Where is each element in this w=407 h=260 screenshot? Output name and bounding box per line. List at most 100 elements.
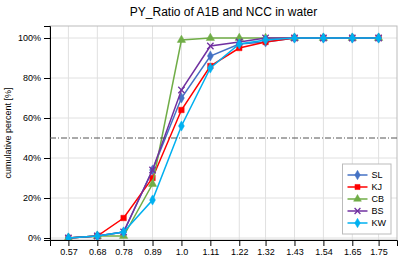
- x-tick-mark: [239, 240, 240, 246]
- legend-marker: [355, 170, 360, 179]
- series-marker: [178, 87, 184, 93]
- series-marker: [65, 233, 71, 240]
- legend-entry: SL: [348, 170, 383, 180]
- marks: [50, 33, 397, 240]
- series-marker: [178, 121, 184, 131]
- y-tick: 20%: [23, 193, 50, 203]
- y-tick-label: 20%: [23, 193, 41, 203]
- series-marker: [292, 33, 298, 43]
- series-marker: [207, 63, 213, 73]
- x-tick-label: 0.78: [115, 247, 133, 257]
- x-tick-label: 1.54: [315, 247, 333, 257]
- y-tick-mark: [44, 238, 50, 239]
- series-marker: [236, 39, 242, 49]
- series-marker: [148, 179, 156, 186]
- series-marker: [150, 195, 156, 205]
- x-tick-mark: [68, 240, 69, 246]
- legend-label: BS: [372, 206, 384, 216]
- legend-marker: [355, 184, 360, 189]
- legend-entry: KW: [348, 218, 387, 228]
- legend-label: KJ: [372, 182, 383, 192]
- legend-entry: BS: [348, 206, 384, 216]
- grid-line-x: [294, 26, 295, 240]
- grid-line-x: [265, 26, 266, 240]
- x-tick-mark: [210, 240, 211, 246]
- series-marker: [320, 33, 326, 43]
- legend-marker: [355, 208, 361, 214]
- series-marker: [376, 33, 382, 43]
- grid-line-x: [68, 26, 69, 240]
- series-marker: [94, 231, 100, 240]
- legend-entry: CB: [348, 194, 385, 204]
- x-tick: 0.89: [144, 240, 162, 257]
- grid-line-x: [123, 26, 124, 240]
- x-tick-mark: [97, 240, 98, 246]
- x-axis-line: [51, 241, 398, 247]
- y-tick-mark: [44, 38, 50, 39]
- y-tick: 0%: [28, 233, 50, 243]
- series: [65, 33, 381, 240]
- y-axis-title: cumulative percent [%]: [3, 87, 13, 178]
- series-marker: [149, 167, 155, 173]
- series-marker: [179, 107, 184, 112]
- series-marker: [121, 215, 126, 220]
- x-tick-label: 0.57: [60, 247, 78, 257]
- x-tick: 1.11: [202, 240, 219, 257]
- x-tick-label: 1.22: [231, 247, 249, 257]
- grid-line-y: [50, 118, 397, 119]
- y-tick-label: 80%: [23, 73, 41, 83]
- y-tick-label: 40%: [23, 153, 41, 163]
- series-marker: [206, 33, 214, 40]
- grid-line-x: [152, 26, 153, 240]
- series-marker: [349, 33, 355, 43]
- plot-frame: [50, 26, 397, 240]
- x-tick-label: 1.32: [257, 247, 275, 257]
- legend-label: KW: [372, 218, 387, 228]
- y-tick: 80%: [23, 73, 50, 83]
- x-tick-mark: [153, 240, 154, 246]
- x-tick: 0.57: [60, 240, 78, 257]
- chart: 0.57 0.68 0.78 0.89 1.0 1.11 1.22 1.32 1.43 1.54 1…: [0, 0, 407, 260]
- x-tick: 1.22: [231, 240, 249, 257]
- y-tick-mark: [44, 78, 50, 79]
- y-axis-line: [44, 27, 51, 241]
- x-tick-label: 1.65: [344, 247, 362, 257]
- x-tick-label: 1.75: [370, 247, 388, 257]
- y-tick-label: 0%: [28, 233, 41, 243]
- series-marker: [320, 33, 326, 43]
- x-tick-label: 1.43: [286, 247, 304, 257]
- grid-line-y: [50, 78, 397, 79]
- y-tick-label: 100%: [18, 33, 41, 43]
- grid: [50, 26, 397, 240]
- y-tick-mark: [44, 118, 50, 119]
- grid-line-y: [50, 158, 397, 159]
- x-tick: 1.65: [344, 240, 362, 257]
- x-tick-mark: [379, 240, 380, 246]
- legend-box: [343, 164, 392, 234]
- legend-entry: KJ: [348, 182, 383, 192]
- series-marker: [207, 43, 213, 49]
- x-tick-mark: [323, 240, 324, 246]
- series-marker: [94, 231, 100, 240]
- legend-marker: [355, 218, 360, 227]
- x-tick: 1.0: [176, 240, 189, 257]
- grid-line-x: [323, 26, 324, 240]
- legend-label: SL: [372, 170, 383, 180]
- x-tick-label: 1.0: [176, 247, 189, 257]
- title: PY_Ratio of A1B and NCC in water: [130, 5, 317, 19]
- legend: SL KJ CB BS KW: [343, 164, 392, 234]
- x-tick-label: 1.11: [202, 247, 219, 257]
- grid-line-x: [97, 26, 98, 240]
- x-tick: 1.32: [257, 240, 275, 257]
- series: [65, 35, 382, 240]
- x-tick: 1.75: [370, 240, 388, 257]
- series: [65, 33, 381, 240]
- x-tick: 0.68: [89, 240, 107, 257]
- x-tick: 1.54: [315, 240, 333, 257]
- legend-marker: [354, 195, 362, 202]
- y-tick: 60%: [23, 113, 50, 123]
- series-marker: [207, 51, 213, 61]
- series-marker: [121, 227, 127, 237]
- x-tick-label: 0.68: [89, 247, 107, 257]
- x-tick-mark: [266, 240, 267, 246]
